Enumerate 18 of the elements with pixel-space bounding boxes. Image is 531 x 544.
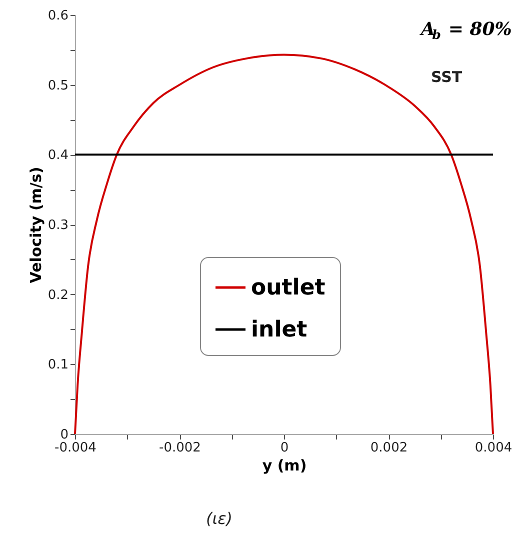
x-tick-label: 0 <box>280 440 289 456</box>
x-tick-label: 0.002 <box>370 440 408 456</box>
x-axis-title: y (m) <box>262 456 307 474</box>
y-axis-title: Velocity (m/s) <box>26 166 45 284</box>
y-tick-label: 0.2 <box>48 288 68 303</box>
x-tick-label: -0.004 <box>54 440 96 456</box>
legend-label: outlet <box>251 276 326 300</box>
legend-label: inlet <box>251 318 308 342</box>
y-tick-label: 0 <box>60 428 68 442</box>
text: (ιε) <box>206 509 233 528</box>
annotation: SST <box>431 68 463 86</box>
y-tick-label: 0.5 <box>48 78 68 94</box>
y-tick-label: 0.4 <box>48 148 68 164</box>
x-tick-label: 0.004 <box>474 440 512 456</box>
y-tick-label: 0.6 <box>48 8 68 24</box>
y-tick-label: 0.3 <box>48 218 68 233</box>
y-tick-label: 0.1 <box>48 358 68 373</box>
x-tick-label: -0.002 <box>159 440 201 456</box>
